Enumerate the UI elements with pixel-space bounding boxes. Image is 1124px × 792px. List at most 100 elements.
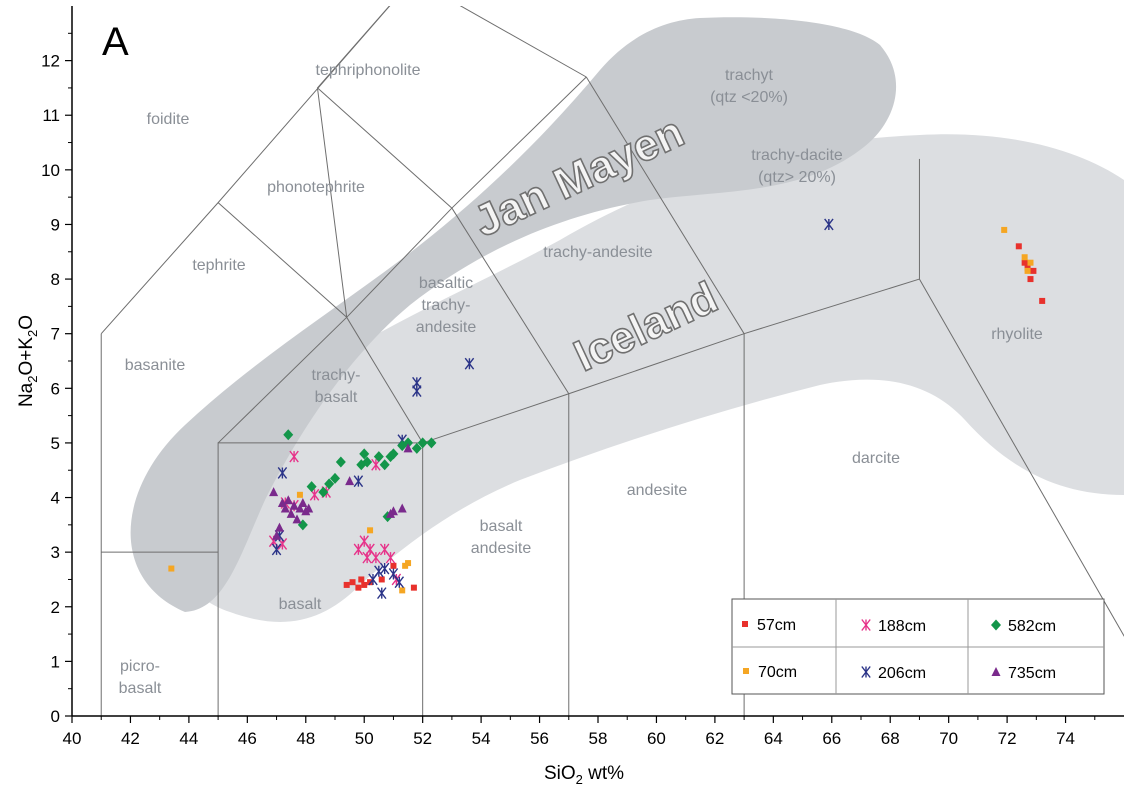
data-point [355,584,362,591]
data-point [379,562,390,575]
field-label: foidite [147,111,190,128]
legend-marker [742,621,748,627]
field-boundary [100,6,391,335]
data-point [1021,254,1028,261]
data-point [298,498,308,507]
y-tick-label: 7 [51,325,60,344]
data-point [349,579,356,586]
legend-label: 206cm [878,665,926,682]
data-point [324,478,335,490]
data-point [283,495,293,505]
data-point [379,459,390,471]
data-point [277,498,287,507]
data-point [411,442,422,454]
field-boundary [217,76,587,444]
iceland-region [179,134,1124,622]
y-tick-label: 1 [51,652,60,671]
y-tick-label: 10 [41,161,60,180]
field-boundary [459,6,587,78]
jan-mayen-region [130,17,897,612]
field-label: basalt [279,596,322,613]
x-tick-label: 42 [121,729,140,748]
series-582cm [283,429,437,531]
x-tick-label: 50 [355,729,374,748]
field-label: basalt [480,518,523,535]
legend-label: 57cm [757,617,796,634]
field-boundary [217,442,424,716]
x-tick-label: 72 [998,729,1017,748]
y-tick-label: 9 [51,215,60,234]
data-point [361,581,368,588]
data-point [343,581,350,588]
data-point [1027,259,1034,266]
field-boundary [451,207,570,395]
data-point [394,576,405,589]
data-point [272,530,282,540]
x-axis-title: SiO2 wt% [544,763,624,787]
legend-label: 735cm [1008,665,1056,682]
field-label: picro- [120,658,160,675]
legend-marker [861,619,871,631]
field-boundary [422,278,920,444]
panel-letter: A [102,20,129,64]
field-labels: foidite tephriphonolite phonotephrite trach… [119,62,1043,697]
data-point [426,437,437,449]
y-tick-label: 6 [51,379,60,398]
data-point [168,565,175,572]
x-tick-label: 58 [589,729,608,748]
series-735cm [269,443,413,540]
data-point [306,481,317,493]
legend-marker [991,667,1001,676]
x-tick-label: 56 [530,729,549,748]
data-point [283,429,294,441]
data-point [318,486,329,498]
field-label: (qtz> 20%) [758,169,836,186]
legend-label: 582cm [1008,618,1056,635]
field-label: basaltic [419,275,473,292]
x-tick-label: 44 [179,729,198,748]
x-tick-label: 60 [647,729,666,748]
data-point [1021,259,1028,266]
data-point [367,527,374,534]
field-label: andesite [416,319,477,336]
field-label: trachy- [312,367,361,384]
data-point [1024,267,1031,274]
field-label: andesite [471,540,532,557]
data-point [280,503,290,513]
data-point [289,500,299,510]
x-tick-label: 74 [1056,729,1075,748]
shaded-regions [130,17,1124,622]
field-label: trachyt [725,67,774,84]
data-point [269,487,279,497]
field-label: (qtz <20%) [710,89,788,106]
series-70cm [168,226,1034,594]
data-point [410,584,417,591]
y-tick-label: 3 [51,543,60,562]
field-label: basalt [315,389,358,406]
x-tick-label: 62 [705,729,724,748]
data-point [397,503,407,513]
y-tick-label: 2 [51,598,60,617]
data-point [358,576,365,583]
field-label: tephriphonolite [316,62,421,79]
x-tick-label: 52 [413,729,432,748]
legend-label: 188cm [878,618,926,635]
y-axis-title: Na2O+K2O [16,315,40,407]
data-point [353,475,364,488]
field-label: tephrite [192,257,245,274]
y-tick-label: 12 [41,52,60,71]
data-point [385,551,396,564]
data-point [271,543,282,556]
data-point [374,565,384,578]
data-point [417,437,428,449]
data-point [335,456,346,468]
x-tick-label: 70 [939,729,958,748]
data-point [1001,226,1008,233]
x-tick-label: 46 [238,729,257,748]
data-point [376,587,387,600]
field-label: phonotephrite [267,179,365,196]
data-point [371,551,381,564]
data-point [388,506,398,516]
x-tick-label: 68 [881,729,900,748]
